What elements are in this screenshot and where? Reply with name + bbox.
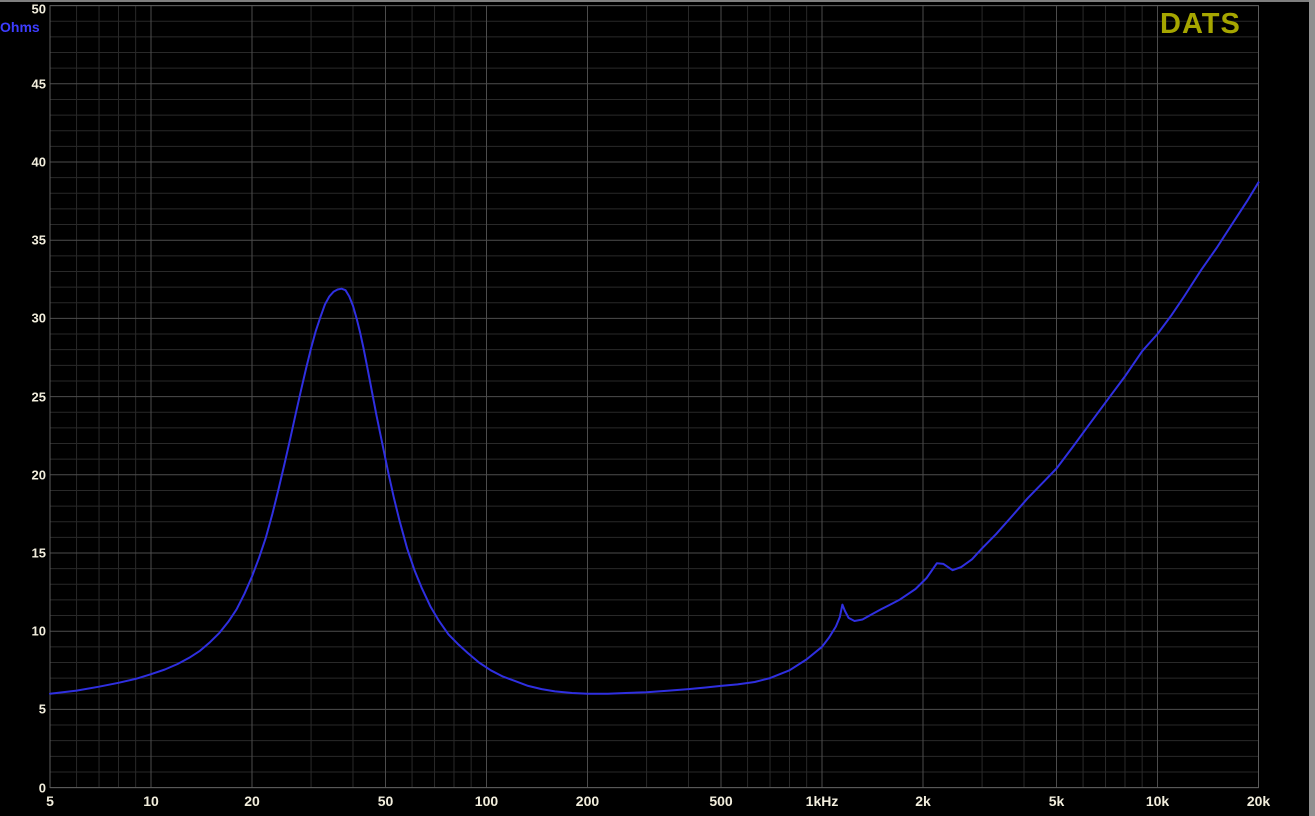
x-tick-label: 500 [709, 793, 733, 809]
grid-major-lines [49, 5, 1259, 789]
grid-minor-lines [50, 5, 1259, 788]
x-tick-label: 5k [1048, 793, 1065, 809]
window-border-top [0, 0, 1315, 2]
x-tick-label: 5 [46, 793, 54, 809]
window-border-right [1309, 0, 1315, 816]
y-tick-label: 45 [31, 76, 46, 92]
y-tick-label: 40 [31, 154, 46, 170]
x-tick-label: 100 [474, 793, 499, 809]
y-tick-label: 10 [31, 623, 46, 639]
y-tick-label: 35 [31, 232, 46, 248]
y-tick-label: 15 [31, 545, 46, 561]
x-tick-label: 10k [1145, 793, 1170, 809]
dats-logo: DATS [1160, 8, 1241, 40]
x-tick-label: 1kHz [805, 793, 839, 809]
y-tick-label: 30 [31, 310, 46, 326]
x-tick-label: 200 [575, 793, 600, 809]
x-tick-label: 50 [377, 793, 394, 809]
y-tick-label: 50 [31, 1, 46, 17]
y-tick-label: 0 [38, 780, 46, 796]
plot-border [49, 5, 1259, 789]
x-tick-label: 20 [244, 793, 260, 809]
impedance-curve [49, 181, 1260, 695]
x-tick-label: 10 [143, 793, 159, 809]
y-tick-label: 5 [38, 701, 46, 717]
y-tick-label: 20 [31, 467, 46, 483]
y-tick-label: 25 [31, 389, 46, 405]
x-tick-label: 2k [915, 793, 931, 809]
y-axis-unit-label: Ohms [0, 19, 40, 35]
x-tick-label: 20k [1246, 793, 1271, 809]
